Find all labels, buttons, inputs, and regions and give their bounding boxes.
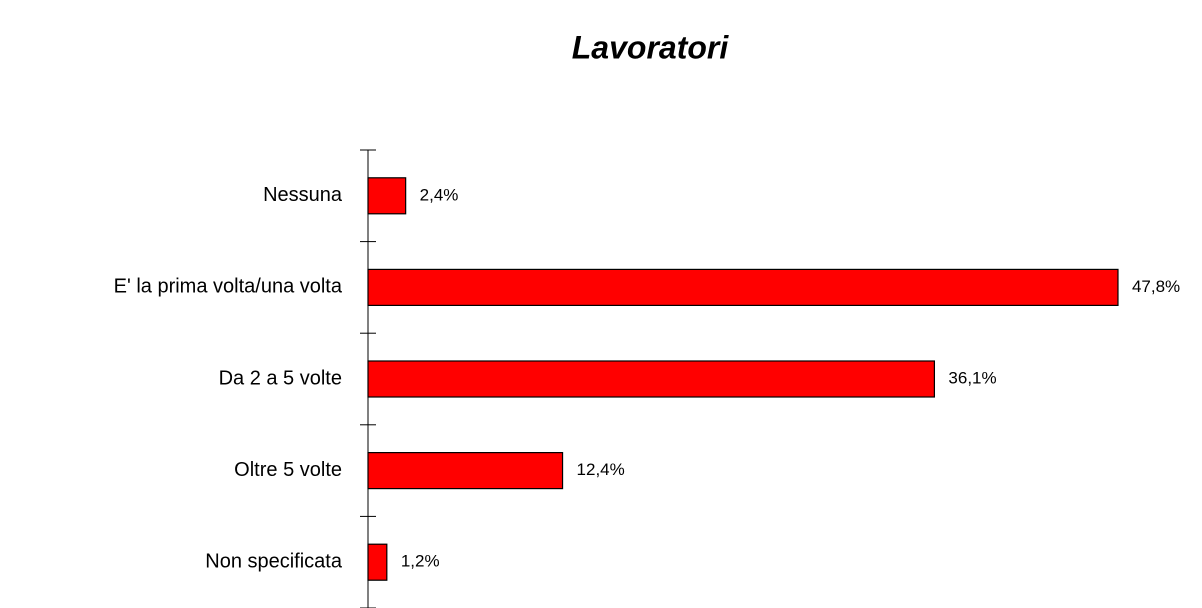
y-tick-label: Da 2 a 5 volte [219, 367, 342, 389]
chart-title: Lavoratori [572, 29, 730, 65]
bar [367, 452, 564, 490]
y-tick-label: Oltre 5 volte [234, 459, 342, 481]
y-tick-label: Nessuna [263, 184, 343, 206]
data-label: 2,4% [420, 185, 459, 204]
bar [367, 360, 936, 398]
y-tick-label: E' la prima volta/una volta [114, 276, 343, 298]
data-label: 36,1% [948, 368, 996, 387]
data-label: 12,4% [577, 460, 625, 479]
data-label: 47,8% [1132, 277, 1180, 296]
y-tick-label: Non specificata [205, 550, 343, 572]
bar [367, 543, 388, 581]
data-label: 1,2% [401, 552, 440, 571]
bar [367, 268, 1119, 306]
bar [367, 177, 407, 215]
